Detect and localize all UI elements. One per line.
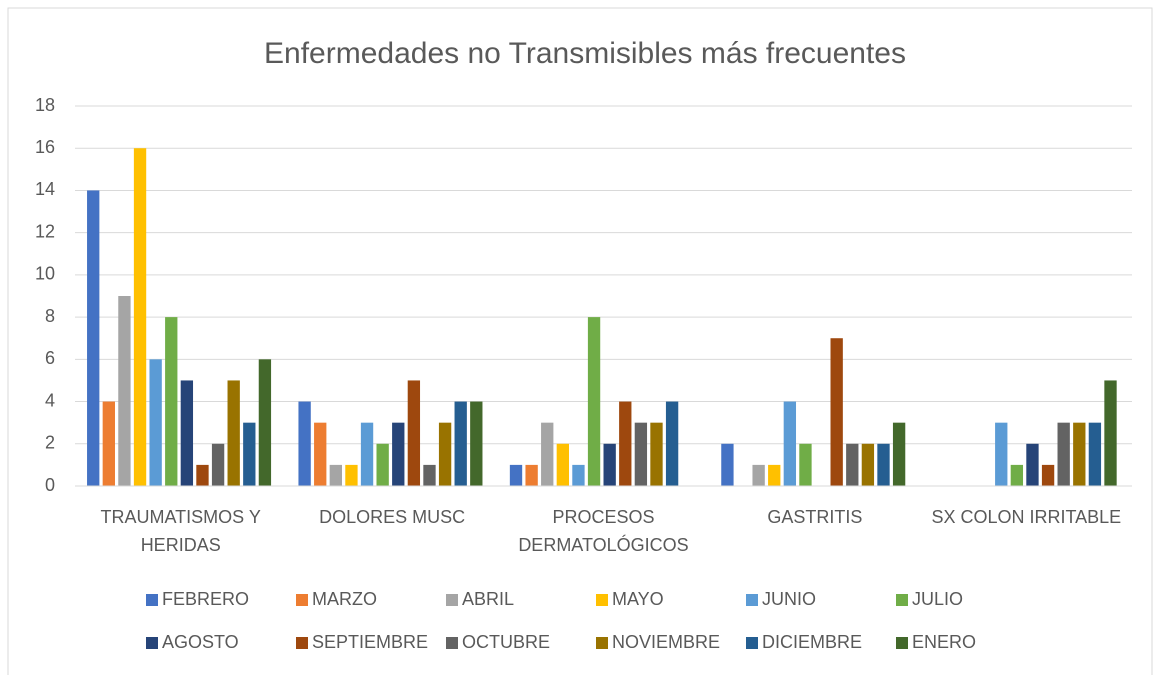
bar [376, 443, 389, 486]
y-tick-label: 2 [45, 433, 55, 453]
bar [329, 464, 342, 486]
legend-label: NOVIEMBRE [612, 632, 720, 652]
x-tick-label: GASTRITIS [767, 507, 862, 527]
y-tick-label: 0 [45, 475, 55, 495]
bar [454, 401, 467, 486]
legend-label: SEPTIEMBRE [312, 632, 428, 652]
x-tick-label: DOLORES MUSC [319, 507, 465, 527]
legend-label: ABRIL [462, 589, 514, 609]
legend-swatch [746, 637, 758, 649]
bar [1026, 443, 1039, 486]
legend-swatch [596, 637, 608, 649]
x-tick-label: SX COLON IRRITABLE [931, 507, 1121, 527]
x-tick-label: TRAUMATISMOS Y HERIDAS [101, 507, 261, 555]
bar [846, 443, 859, 486]
legend-label: MAYO [612, 589, 664, 609]
bar [721, 443, 734, 486]
bar [1041, 464, 1055, 486]
bar [196, 464, 209, 486]
bar [525, 464, 538, 486]
legend-label: JULIO [912, 589, 963, 609]
chart-title: Enfermedades no Transmisibles más frecue… [264, 37, 906, 70]
bar [509, 464, 523, 486]
legend-swatch [596, 594, 608, 606]
bar [752, 464, 765, 486]
bar [650, 422, 663, 486]
y-tick-label: 16 [35, 137, 55, 157]
bar [783, 401, 797, 486]
bar [634, 422, 648, 486]
bar [603, 443, 616, 486]
bar [243, 422, 256, 486]
bar [1057, 422, 1070, 486]
bar [258, 359, 272, 486]
bar [1010, 464, 1024, 486]
legend-label: OCTUBRE [462, 632, 550, 652]
bar [345, 464, 358, 486]
bar [407, 380, 421, 486]
bar [587, 317, 601, 486]
y-tick-label: 14 [35, 179, 55, 199]
bar [360, 422, 374, 486]
legend-swatch [296, 594, 308, 606]
bar [541, 422, 554, 486]
legend-swatch [896, 637, 908, 649]
bar [995, 422, 1008, 486]
bar [1104, 380, 1117, 486]
legend-label: JUNIO [762, 589, 816, 609]
bar [892, 422, 906, 486]
bar [314, 422, 327, 486]
y-tick-label: 12 [35, 221, 55, 241]
y-tick-label: 18 [35, 95, 55, 115]
bar [392, 422, 405, 486]
bar [227, 380, 240, 486]
bar [768, 464, 781, 486]
bar [556, 443, 570, 486]
bar [799, 443, 812, 486]
legend-swatch [446, 594, 458, 606]
bar [877, 443, 890, 486]
bar [1088, 422, 1102, 486]
chart-border [7, 7, 1153, 675]
bar [102, 401, 115, 486]
legend-swatch [896, 594, 908, 606]
bar [830, 338, 843, 486]
legend-label: ENERO [912, 632, 976, 652]
y-tick-label: 10 [35, 264, 55, 284]
legend-swatch [296, 637, 308, 649]
bar [149, 359, 162, 486]
legend-label: MARZO [312, 589, 377, 609]
legend-label: FEBRERO [162, 589, 249, 609]
y-tick-label: 8 [45, 306, 55, 326]
bar [861, 443, 875, 486]
legend-swatch [146, 637, 158, 649]
legend-swatch [146, 594, 158, 606]
y-tick-label: 6 [45, 348, 55, 368]
y-tick-label: 4 [45, 390, 55, 410]
bar [470, 401, 483, 486]
bar [438, 422, 452, 486]
legend-swatch [746, 594, 758, 606]
bar [87, 190, 100, 486]
legend-label: AGOSTO [162, 632, 239, 652]
legend-swatch [446, 637, 458, 649]
bar [1073, 422, 1086, 486]
bar [133, 148, 147, 486]
bar [423, 464, 436, 486]
bar [572, 464, 585, 486]
bar [619, 401, 632, 486]
bar [118, 296, 131, 486]
x-tick-label: PROCESOS DERMATOLÓGICOS [518, 507, 688, 555]
bar [298, 401, 311, 486]
bar [665, 401, 679, 486]
bar [165, 317, 178, 486]
legend-label: DICIEMBRE [762, 632, 862, 652]
bar [211, 443, 225, 486]
bar [180, 380, 194, 486]
